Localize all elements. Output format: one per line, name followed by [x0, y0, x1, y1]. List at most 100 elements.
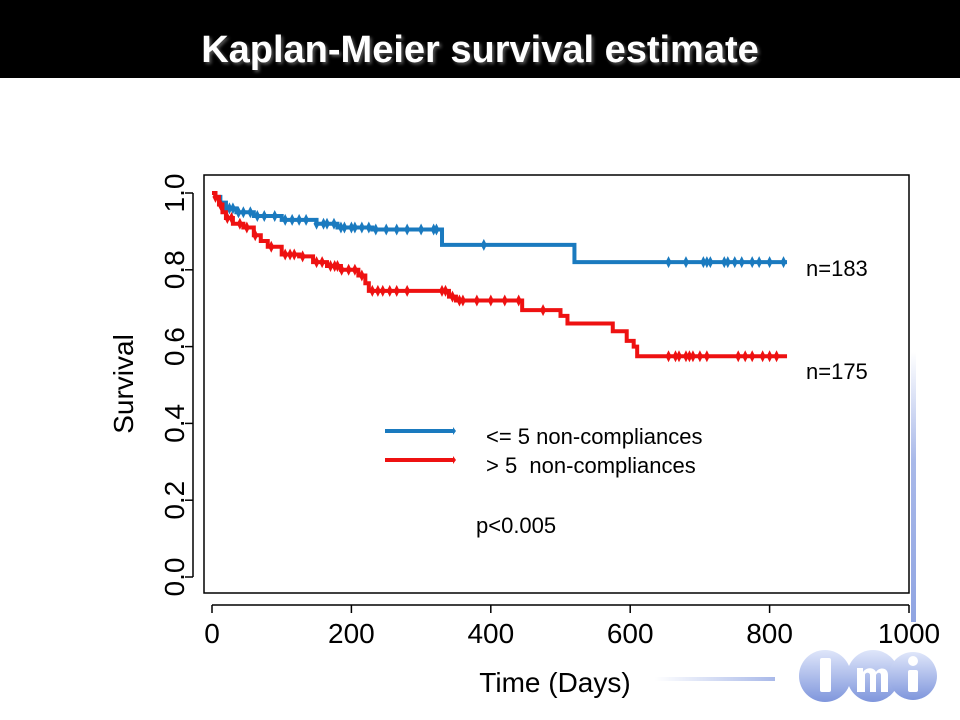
censor-mark-series-1 — [724, 256, 731, 269]
censor-mark-series-1 — [341, 221, 348, 234]
censor-mark-series-1 — [756, 256, 763, 269]
y-tick-label: 0.6 — [159, 327, 190, 366]
plot-frame — [203, 174, 910, 594]
censor-mark-series-1 — [665, 256, 672, 269]
censor-mark-series-1 — [282, 213, 289, 226]
censor-mark-series-1 — [766, 256, 773, 269]
censor-mark-series-2 — [749, 350, 756, 363]
censor-mark-series-2 — [228, 211, 235, 224]
censor-mark-series-2 — [243, 221, 250, 234]
censor-mark-series-2 — [313, 256, 320, 269]
censor-mark-series-2 — [334, 259, 341, 272]
censor-mark-series-2 — [703, 350, 710, 363]
censor-mark-series-1 — [330, 217, 337, 230]
censor-mark-series-2 — [287, 248, 294, 261]
censor-mark-series-2 — [540, 304, 547, 317]
censor-mark-series-2 — [501, 294, 508, 307]
censor-mark-series-2 — [268, 240, 275, 253]
censor-mark-series-1 — [247, 206, 254, 219]
survival-curve-1 — [212, 191, 788, 265]
y-tick-label: 1.0 — [159, 174, 190, 213]
censor-mark-series-1 — [731, 256, 738, 269]
censor-mark-series-2 — [742, 350, 749, 363]
censor-mark-series-2 — [773, 350, 780, 363]
censor-mark-series-2 — [735, 350, 742, 363]
censor-mark-series-1 — [337, 221, 344, 234]
censor-mark-series-2 — [212, 190, 219, 203]
censor-mark-series-2 — [686, 350, 693, 363]
x-tick-label: 1000 — [878, 618, 940, 649]
censor-mark-series-1 — [348, 221, 355, 234]
censor-mark-series-2 — [487, 294, 494, 307]
logo-vertical-line — [911, 352, 916, 622]
censor-mark-series-2 — [386, 284, 393, 297]
censor-mark-series-2 — [459, 294, 466, 307]
censor-mark-series-2 — [282, 248, 289, 261]
x-axis: 0 200 400 600 800 1000 — [204, 604, 940, 649]
x-axis-label: Time (Days) — [479, 667, 630, 698]
censor-mark-series-1 — [372, 223, 379, 236]
censor-mark-series-1 — [383, 223, 390, 236]
censor-mark-series-2 — [327, 259, 334, 272]
censor-mark-series-2 — [456, 294, 463, 307]
x-tick-label: 0 — [204, 618, 220, 649]
y-tick-label: 0.8 — [159, 250, 190, 289]
censor-mark-series-1 — [707, 256, 714, 269]
censor-mark-series-2 — [393, 284, 400, 297]
legend-swatch-end-1 — [453, 427, 456, 435]
censor-mark-series-1 — [358, 221, 365, 234]
logo-horizontal-line — [655, 677, 775, 681]
censor-mark-series-1 — [261, 210, 268, 223]
censor-mark-series-2 — [404, 284, 411, 297]
censor-mark-series-2 — [224, 211, 231, 224]
censor-mark-series-1 — [393, 223, 400, 236]
censor-mark-series-1 — [271, 210, 278, 223]
censor-mark-series-2 — [515, 294, 522, 307]
censor-mark-series-1 — [240, 206, 247, 219]
censor-mark-series-2 — [449, 290, 456, 303]
censor-mark-series-1 — [229, 202, 236, 215]
censor-mark-series-2 — [675, 350, 682, 363]
y-axis-label: Survival — [108, 334, 139, 434]
censor-mark-series-1 — [749, 256, 756, 269]
censor-mark-series-2 — [442, 284, 449, 297]
censor-mark-series-2 — [217, 198, 224, 211]
censor-mark-series-1 — [365, 221, 372, 234]
censor-mark-series-1 — [254, 210, 261, 223]
censor-mark-series-2 — [379, 284, 386, 297]
legend-swatch-end-2 — [453, 456, 456, 464]
x-tick-label: 200 — [328, 618, 375, 649]
censor-mark-series-1 — [780, 256, 787, 269]
p-value-annotation: p<0.005 — [476, 513, 556, 538]
censor-mark-series-1 — [296, 213, 303, 226]
censor-mark-series-2 — [319, 256, 326, 269]
censor-mark-series-1 — [738, 256, 745, 269]
censor-mark-series-2 — [672, 350, 679, 363]
censor-mark-series-2 — [766, 350, 773, 363]
censor-mark-series-2 — [345, 263, 352, 276]
censor-mark-series-1 — [235, 206, 242, 219]
slide-title: Kaplan-Meier survival estimate — [201, 29, 759, 71]
censor-mark-series-1 — [703, 256, 710, 269]
censor-mark-series-1 — [418, 223, 425, 236]
y-tick-label: 0.2 — [159, 481, 190, 520]
censor-mark-series-2 — [374, 284, 381, 297]
n-label-series-2: n=175 — [806, 359, 868, 384]
censor-mark-series-2 — [236, 217, 243, 230]
x-tick-label: 800 — [746, 618, 793, 649]
censor-mark-series-1 — [700, 256, 707, 269]
title-bar — [0, 0, 960, 78]
censor-mark-series-2 — [759, 350, 766, 363]
censor-mark-series-1 — [324, 217, 331, 230]
censor-mark-series-2 — [351, 263, 358, 276]
legend-label-2: > 5 non-compliances — [486, 453, 696, 478]
censor-mark-series-2 — [369, 284, 376, 297]
censor-mark-series-1 — [351, 221, 358, 234]
censor-mark-series-1 — [320, 217, 327, 230]
censor-mark-series-1 — [682, 256, 689, 269]
censor-mark-series-2 — [439, 284, 446, 297]
y-axis: 0.0 0.2 0.4 0.6 0.8 1.0 — [159, 174, 194, 596]
logo-icon — [799, 650, 937, 702]
series-layer — [212, 190, 788, 363]
